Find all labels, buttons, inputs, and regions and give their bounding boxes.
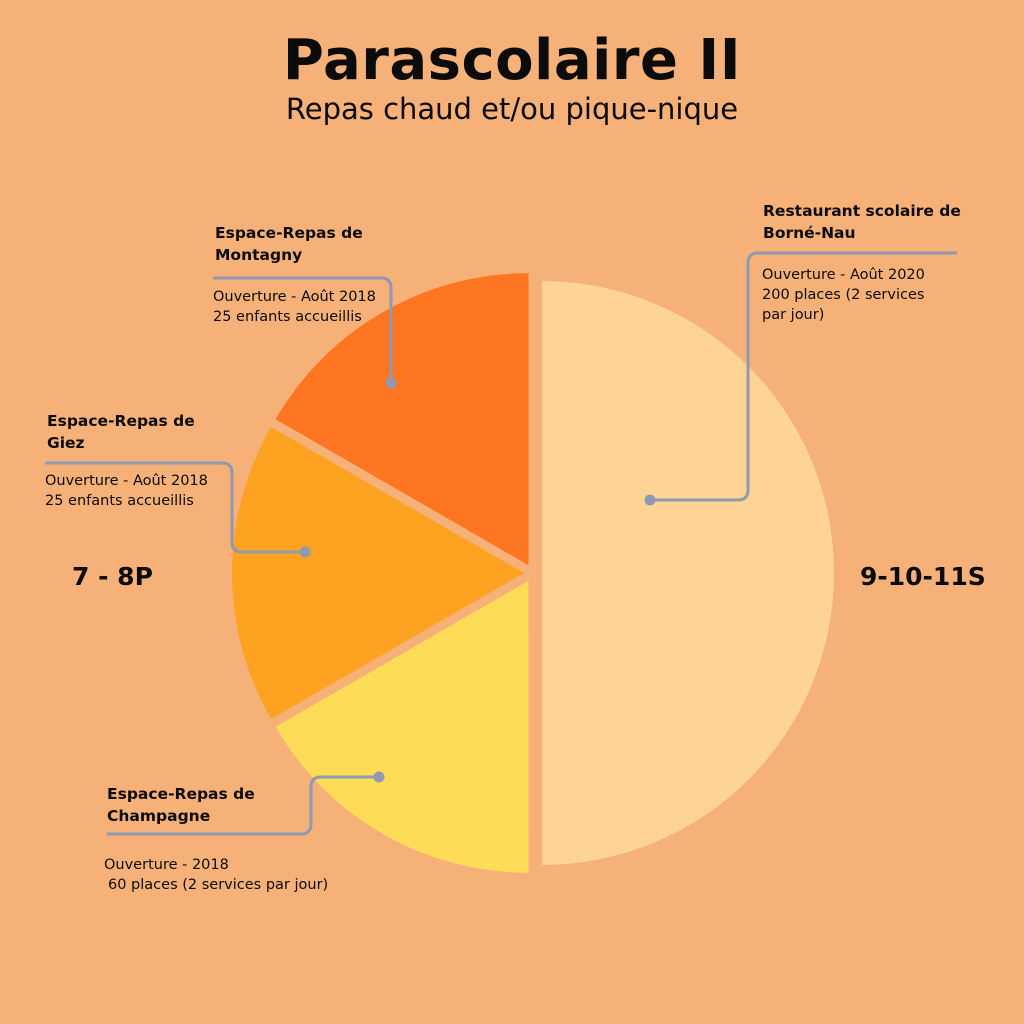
callout-title-line: Restaurant scolaire de [763, 202, 961, 220]
connector-giez-dot [299, 546, 311, 558]
pie-slice-2 [275, 580, 529, 873]
callout-title-borne-nau: Restaurant scolaire de Borné-Nau [763, 200, 961, 244]
connector-montagny-line [213, 276, 393, 383]
callout-title-line: Espace-Repas de [107, 785, 255, 803]
callout-text-borne-nau: Ouverture - Août 2020 200 places (2 serv… [762, 265, 925, 325]
callout-text-champagne: Ouverture - 2018 60 places (2 services p… [104, 855, 328, 895]
callout-text-line: Ouverture - Août 2020 [762, 267, 925, 283]
callout-title-line: Espace-Repas de [47, 412, 195, 430]
callout-connectors [45, 251, 957, 836]
connector-champagne-dot [373, 771, 385, 783]
callout-title-line: Borné-Nau [763, 224, 856, 242]
callout-text-line: Ouverture - Août 2018 [45, 473, 208, 489]
callout-title-champagne: Espace-Repas de Champagne [107, 783, 255, 827]
callout-text-line: par jour) [762, 307, 825, 323]
callout-text-montagny: Ouverture - Août 2018 25 enfants accueil… [213, 287, 376, 327]
connector-montagny-dot [385, 377, 397, 389]
callout-title-line: Espace-Repas de [215, 224, 363, 242]
chart-title: Parascolaire II [282, 28, 742, 93]
callout-title-line: Champagne [107, 807, 211, 825]
connector-champagne-line [107, 775, 379, 836]
pie-slice-4 [275, 273, 529, 566]
callout-text-line: Ouverture - Août 2018 [213, 289, 376, 305]
pie-slice-3 [232, 427, 525, 720]
callout-text-line: 25 enfants accueillis [213, 309, 362, 325]
connector-borne-nau-line [650, 251, 957, 502]
group-label-primary: 7 - 8P [72, 562, 153, 591]
pie-slices [232, 273, 835, 873]
callout-title-giez: Espace-Repas de Giez [47, 410, 195, 454]
callout-title-line: Montagny [215, 246, 303, 264]
callout-text-line: 60 places (2 services par jour) [108, 877, 329, 893]
callout-text-line: Ouverture - 2018 [104, 857, 229, 873]
connector-borne-nau-dot [644, 494, 656, 506]
connector-giez-line [45, 461, 305, 554]
group-label-secondary: 9-10-11S [860, 562, 986, 591]
callout-text-line: 200 places (2 services [762, 287, 925, 303]
callout-text-line: 25 enfants accueillis [45, 493, 194, 509]
callout-title-line: Giez [47, 434, 85, 452]
pie-slice-1 [542, 280, 835, 865]
callout-title-montagny: Espace-Repas de Montagny [215, 222, 363, 266]
chart-subtitle: Repas chaud et/ou pique-nique [285, 92, 739, 126]
callout-text-giez: Ouverture - Août 2018 25 enfants accueil… [45, 471, 208, 511]
